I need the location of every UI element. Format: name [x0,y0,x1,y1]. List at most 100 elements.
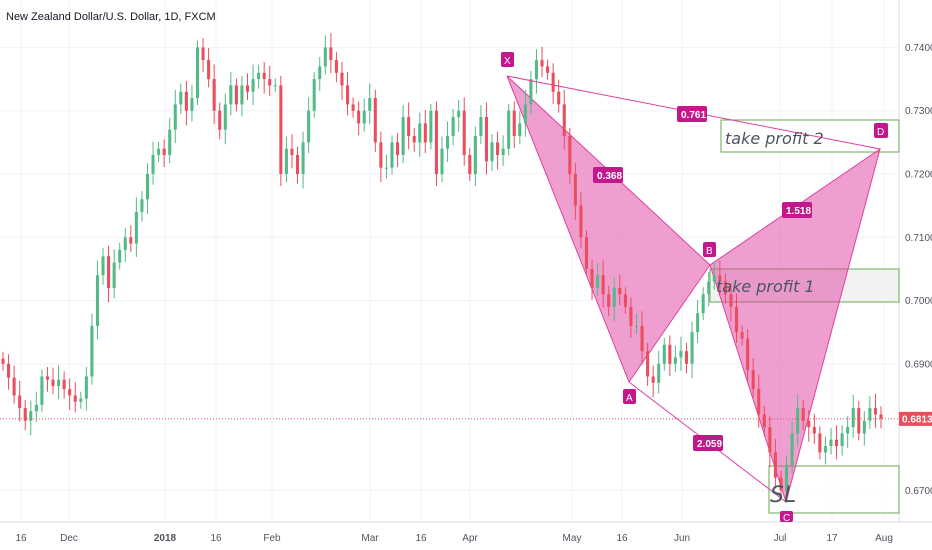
candle-body [29,411,33,421]
candle [168,117,172,164]
candle [68,378,72,411]
candle-body [290,148,294,156]
candle-body [307,110,311,143]
candle-body [673,357,677,364]
candle-body [812,427,816,434]
candle-body [73,395,77,402]
candle-body [479,117,483,137]
candle-body [1,358,5,364]
candle-body [118,249,122,263]
candle [301,131,305,189]
candle-body [618,287,622,295]
candle-body [368,98,372,111]
candle [307,97,311,154]
candle-body [273,85,277,87]
candle-body [690,332,694,364]
candle [234,78,238,112]
candle [346,72,350,116]
candle-body [785,465,789,491]
candle [157,141,161,162]
candle [862,411,866,446]
candle [195,40,200,106]
candle [562,89,566,150]
candle [190,84,194,122]
y-tick-label-6: 0.67000 [905,486,932,497]
candle-body [12,377,16,396]
candle-body [429,110,433,143]
candle [568,127,572,184]
candle-body [623,294,627,307]
candle-body [868,408,872,421]
candle [835,425,839,460]
take-profit-2-label: take profit 2 [725,129,824,148]
ratio-text-1: 0.368 [597,171,622,182]
candle [240,75,244,117]
candle [145,163,150,214]
candle-body [323,47,327,67]
candle [318,56,322,92]
candle-body [201,47,205,61]
candle [823,436,827,465]
candle [351,97,355,118]
candle-body [51,379,55,386]
candle [668,335,672,376]
candle-body [457,110,461,118]
candle [551,63,555,104]
candle [184,80,188,126]
candles [1,32,883,503]
candle-body [462,110,466,156]
candle [40,369,44,412]
x-tick-label-10: Jun [674,533,690,544]
candle [701,287,705,321]
candle-body [573,174,577,206]
candle-body [351,104,355,111]
candle [290,134,294,169]
chart-title: New Zealand Dollar/U.S. Dollar, 1D, FXCM [6,11,216,23]
candle-body [879,414,883,419]
candle-body [157,148,161,156]
candle-body [762,414,766,428]
candle [484,102,488,175]
candle [201,37,205,73]
candle-body [229,85,233,105]
point-b-marker: B [703,242,716,257]
point-a-label: A [626,393,633,404]
candle [751,358,755,398]
candle-body [234,85,238,105]
candle [34,391,38,423]
candle [440,136,444,183]
candle-body [184,91,188,111]
candle-body [801,408,805,421]
candle-body [507,110,511,149]
candle [707,272,711,307]
candle-body [140,199,144,212]
candle [118,242,122,270]
candle [368,83,372,125]
ratio-label-ac: 2.059 [693,435,723,451]
candle [518,111,522,145]
candle-body [746,338,750,371]
candle-body [223,104,227,130]
point-x-label: X [504,56,511,67]
candle [590,259,594,300]
candle-body [390,142,394,168]
candle [746,329,750,383]
point-d-label: D [877,127,884,138]
candle [362,98,366,132]
candle [807,410,811,442]
candle [384,154,388,179]
candle-body [257,72,261,80]
candle-body [579,205,583,238]
candle [12,365,16,404]
candle [7,354,11,390]
x-tick-label-9: 16 [616,533,628,544]
candle [612,277,616,322]
candle [734,293,739,343]
candle [396,132,400,168]
candle-body [518,123,522,137]
candle-body [57,379,61,386]
candle [723,273,727,304]
candle-body [34,404,38,412]
candle [690,321,694,379]
